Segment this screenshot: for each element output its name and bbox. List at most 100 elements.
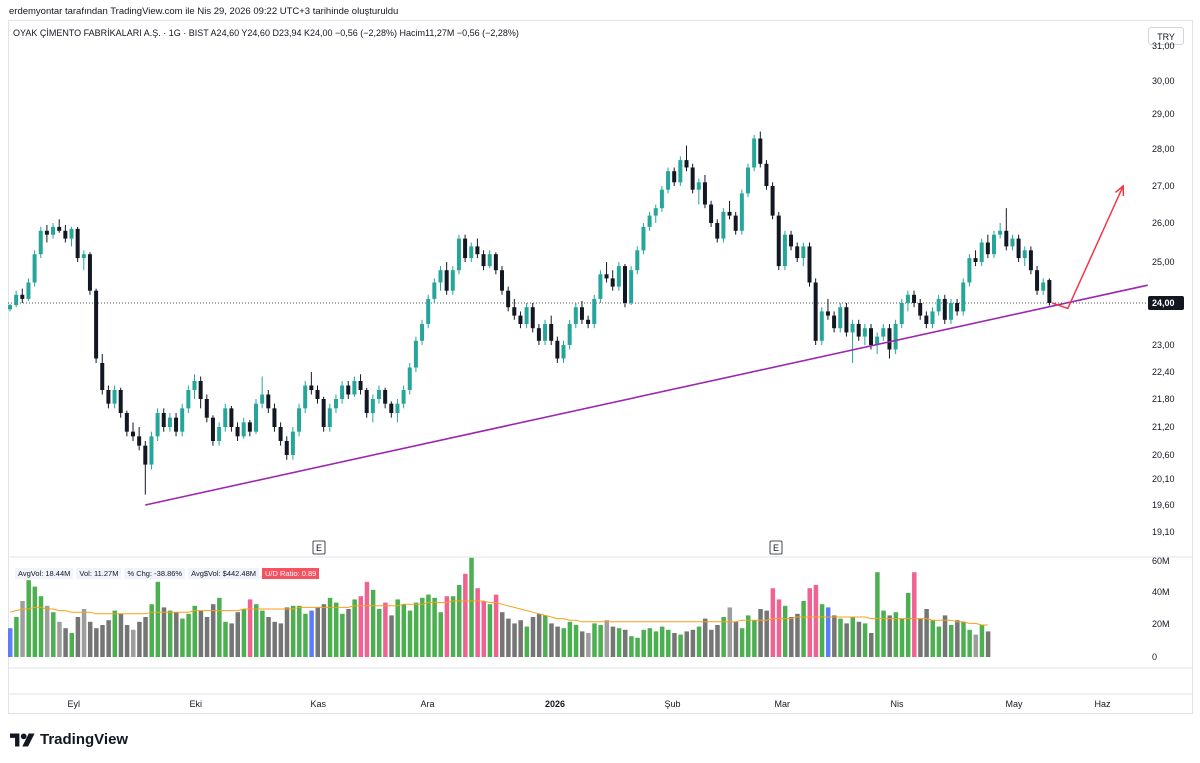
earnings-marker[interactable] <box>312 540 326 555</box>
price-tick-label: 19,60 <box>1152 500 1175 510</box>
candle-body <box>161 413 166 427</box>
volume-bar <box>463 573 468 657</box>
candle-body <box>210 417 215 441</box>
volume-bar <box>672 633 677 657</box>
candle-body <box>327 408 332 427</box>
candle-body <box>321 399 326 427</box>
pct-chg-stat: % Chg: -38.86% <box>124 568 186 579</box>
volume-bar <box>801 601 806 657</box>
ud-ratio-stat: U/D Ratio: 0.89 <box>262 568 320 579</box>
candle-body <box>825 311 830 316</box>
volume-bar <box>653 631 659 657</box>
volume-bar <box>856 621 862 657</box>
candle-body <box>20 294 25 299</box>
volume-bar <box>555 626 560 657</box>
volume-bar <box>106 620 111 657</box>
candle-body <box>905 294 910 303</box>
earnings-marker[interactable] <box>769 540 783 555</box>
volume-bar <box>709 629 714 657</box>
volume-bar <box>118 613 124 657</box>
candle-body <box>432 282 437 299</box>
candle-body <box>192 381 197 390</box>
volume-bar <box>75 617 81 657</box>
candle-body <box>635 250 640 271</box>
candle-body <box>696 182 701 190</box>
candle-body <box>887 328 892 350</box>
symbol-info[interactable]: OYAK ÇİMENTO FABRİKALARI A.Ş. · 1G · BIS… <box>13 28 519 38</box>
candle-body <box>598 274 603 299</box>
volume-bar <box>924 609 929 657</box>
candle-body <box>364 390 369 413</box>
volume-bar <box>38 596 44 657</box>
candle-body <box>81 254 86 259</box>
candle-body <box>912 294 917 303</box>
candle-body <box>844 307 849 333</box>
volume-tick-label: 20M <box>1152 619 1170 629</box>
volume-bar <box>210 604 216 657</box>
time-axis-label: Ara <box>421 699 435 709</box>
volume-bar <box>346 609 351 657</box>
last-price-label: 24,00 <box>1152 298 1175 308</box>
volume-bar <box>297 605 302 657</box>
candle-body <box>862 328 867 337</box>
volume-bar <box>217 597 222 657</box>
volume-bar <box>512 623 517 657</box>
volume-bar <box>561 628 566 657</box>
volume-bar <box>26 580 31 657</box>
volume-bar <box>500 612 505 657</box>
volume-bar <box>44 605 50 657</box>
candle-body <box>352 381 357 395</box>
volume-bar <box>579 631 585 657</box>
candle-body <box>278 427 283 441</box>
volume-bar <box>573 625 579 657</box>
candle-body <box>180 408 185 432</box>
tradingview-logo[interactable]: TradingView <box>10 731 128 748</box>
price-tick-label: 19,10 <box>1152 527 1175 537</box>
candle-body <box>57 226 62 231</box>
price-tick-label: 26,00 <box>1152 218 1175 228</box>
volume-bar <box>764 610 769 657</box>
volume-bar <box>131 629 136 657</box>
volume-bar <box>518 620 523 657</box>
candle-body <box>8 305 12 310</box>
volume-bar <box>647 628 653 657</box>
candle-body <box>167 417 172 427</box>
candle-body <box>666 171 671 190</box>
volume-bar <box>94 628 99 657</box>
volume-bar <box>678 634 683 657</box>
volume-bar <box>887 615 892 657</box>
volume-bar <box>407 610 413 657</box>
candle-body <box>346 385 351 395</box>
candle-body <box>413 340 418 368</box>
volume-bar <box>149 604 154 657</box>
time-axis-label: Şub <box>665 699 681 709</box>
volume-bar <box>819 604 825 657</box>
volume-bar <box>530 617 536 657</box>
volume-bar <box>395 599 400 657</box>
candle-body <box>38 230 43 255</box>
volume-bar <box>223 621 228 657</box>
volume-bar <box>81 609 87 657</box>
volume-bar <box>112 610 118 657</box>
projection-arrow[interactable] <box>1052 185 1124 310</box>
volume-bar <box>377 609 382 657</box>
volume-bar <box>340 613 345 657</box>
currency-button[interactable]: TRY <box>1148 27 1184 45</box>
support-trendline[interactable] <box>145 284 1148 506</box>
volume-bar <box>795 613 800 657</box>
volume-bar <box>875 572 880 657</box>
volume-bar <box>524 626 530 657</box>
candle-body <box>733 215 738 231</box>
candle-body <box>739 193 744 231</box>
candle-body <box>813 282 818 341</box>
candle-body <box>266 394 271 409</box>
candle-body <box>955 303 960 312</box>
candle-body <box>229 408 234 427</box>
candle-body <box>118 390 123 413</box>
price-tick-label: 20,60 <box>1152 450 1175 460</box>
volume-bar <box>481 601 487 657</box>
candle-body <box>303 385 308 409</box>
volume-bar <box>247 599 253 657</box>
volume-bar <box>469 557 474 657</box>
